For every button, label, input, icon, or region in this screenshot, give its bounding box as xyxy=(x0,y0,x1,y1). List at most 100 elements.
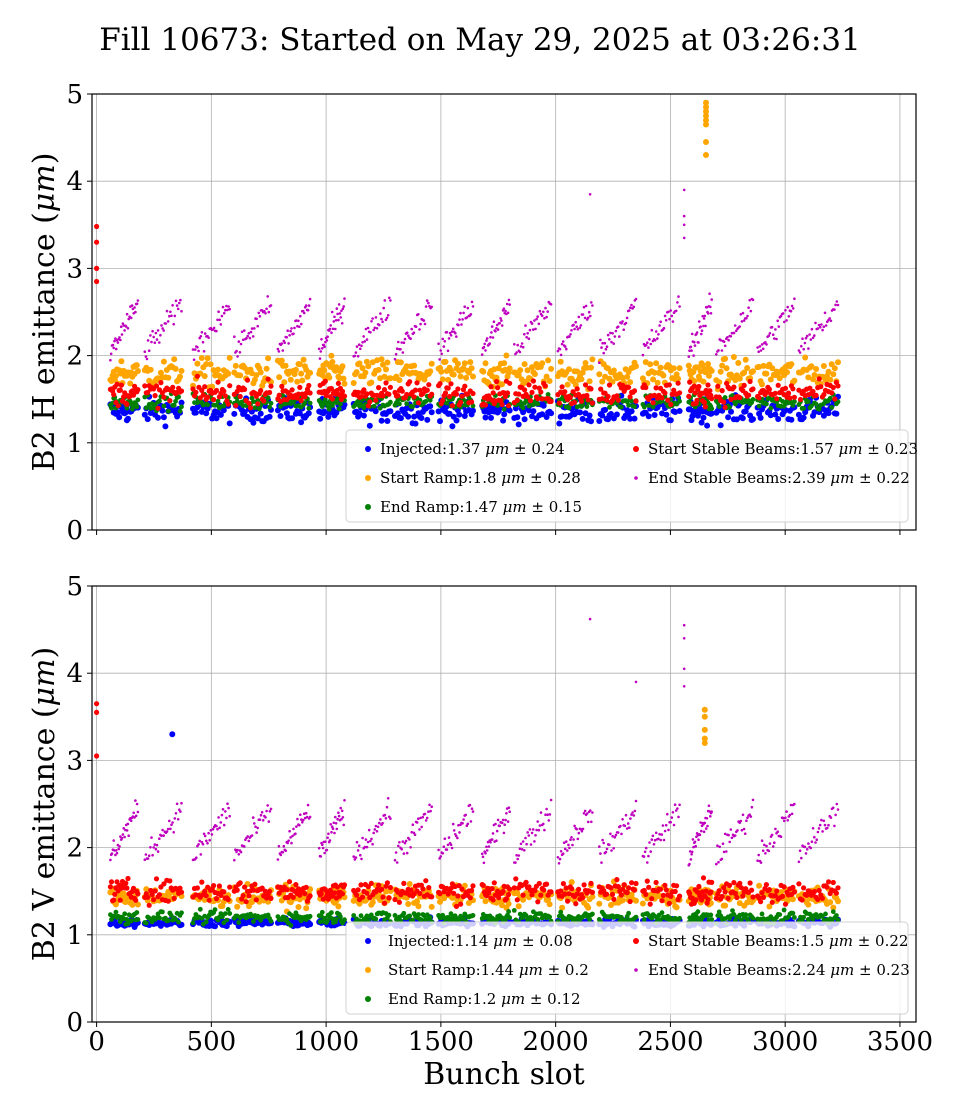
data-point xyxy=(246,893,252,899)
data-point xyxy=(356,360,363,367)
data-point xyxy=(745,819,748,822)
data-point xyxy=(365,403,371,409)
data-point xyxy=(668,401,674,408)
data-point xyxy=(384,418,391,424)
data-point xyxy=(585,397,591,403)
data-point xyxy=(706,372,712,379)
data-point xyxy=(225,370,232,377)
y-tick-label: 5 xyxy=(66,80,83,110)
data-point xyxy=(562,841,566,844)
data-point xyxy=(504,390,511,396)
data-point xyxy=(507,886,513,892)
data-point xyxy=(227,806,230,810)
data-point xyxy=(776,375,783,382)
data-point xyxy=(573,901,579,907)
data-point xyxy=(438,358,441,361)
data-point xyxy=(439,376,446,383)
data-point xyxy=(425,299,429,302)
data-point xyxy=(133,306,136,309)
data-point xyxy=(279,853,283,857)
data-point xyxy=(372,408,379,415)
data-point xyxy=(321,408,328,415)
data-point xyxy=(581,827,585,831)
data-point xyxy=(515,421,522,428)
data-point xyxy=(545,357,552,364)
data-point xyxy=(328,352,335,359)
data-point xyxy=(507,298,511,302)
data-point xyxy=(577,409,583,416)
data-point xyxy=(646,861,649,864)
data-point xyxy=(287,376,294,383)
data-point xyxy=(461,318,464,321)
data-point xyxy=(258,388,264,394)
data-point xyxy=(276,858,280,861)
data-point xyxy=(588,418,594,425)
data-point xyxy=(428,803,431,807)
data-point xyxy=(657,333,660,336)
data-point xyxy=(463,305,467,309)
data-point xyxy=(111,343,115,347)
data-point xyxy=(298,370,305,377)
data-point xyxy=(197,906,203,912)
data-point xyxy=(660,372,667,379)
data-point xyxy=(296,361,303,368)
data-point xyxy=(199,879,205,885)
data-point xyxy=(194,885,200,891)
data-point xyxy=(719,362,726,369)
data-point xyxy=(772,411,779,418)
data-point xyxy=(151,853,154,857)
data-point xyxy=(393,858,397,862)
data-point xyxy=(629,306,632,310)
data-point xyxy=(549,303,553,306)
data-point xyxy=(171,356,178,363)
data-point xyxy=(700,414,707,421)
data-point xyxy=(381,387,388,393)
data-point xyxy=(456,883,462,889)
data-point xyxy=(535,401,541,407)
data-point xyxy=(281,349,285,352)
data-point xyxy=(257,410,264,417)
data-point xyxy=(171,402,177,408)
data-point xyxy=(748,298,751,302)
data-point xyxy=(663,887,670,893)
data-point xyxy=(488,414,494,421)
data-point xyxy=(604,347,608,351)
data-point xyxy=(341,380,348,387)
data-point xyxy=(743,912,749,918)
data-point xyxy=(495,839,498,842)
data-point xyxy=(805,917,811,922)
data-point xyxy=(578,398,585,404)
data-point xyxy=(688,862,691,866)
data-point xyxy=(400,847,404,851)
data-point xyxy=(323,851,326,855)
data-point xyxy=(530,322,534,325)
legend-entry: Start Ramp:1.8 μm ± 0.28 xyxy=(380,469,581,487)
data-point xyxy=(544,306,547,310)
data-point xyxy=(651,369,658,376)
data-point xyxy=(650,328,654,332)
data-point xyxy=(513,876,519,882)
data-point xyxy=(529,892,535,898)
data-point xyxy=(205,402,211,408)
data-point xyxy=(693,344,697,347)
data-point xyxy=(672,823,676,827)
data-point xyxy=(512,405,519,412)
data-point xyxy=(261,819,265,822)
data-point xyxy=(614,393,620,399)
data-point xyxy=(355,345,359,348)
data-point xyxy=(725,895,731,901)
data-point xyxy=(215,398,221,404)
data-point xyxy=(588,386,594,392)
data-point xyxy=(598,845,601,848)
data-point xyxy=(722,355,729,362)
data-point xyxy=(397,844,400,848)
data-point xyxy=(336,817,339,821)
data-point xyxy=(835,885,841,891)
data-point xyxy=(630,303,633,307)
data-point xyxy=(535,899,541,905)
data-point xyxy=(399,348,402,351)
data-point xyxy=(134,799,137,802)
data-point xyxy=(258,818,262,821)
data-point xyxy=(588,364,594,371)
